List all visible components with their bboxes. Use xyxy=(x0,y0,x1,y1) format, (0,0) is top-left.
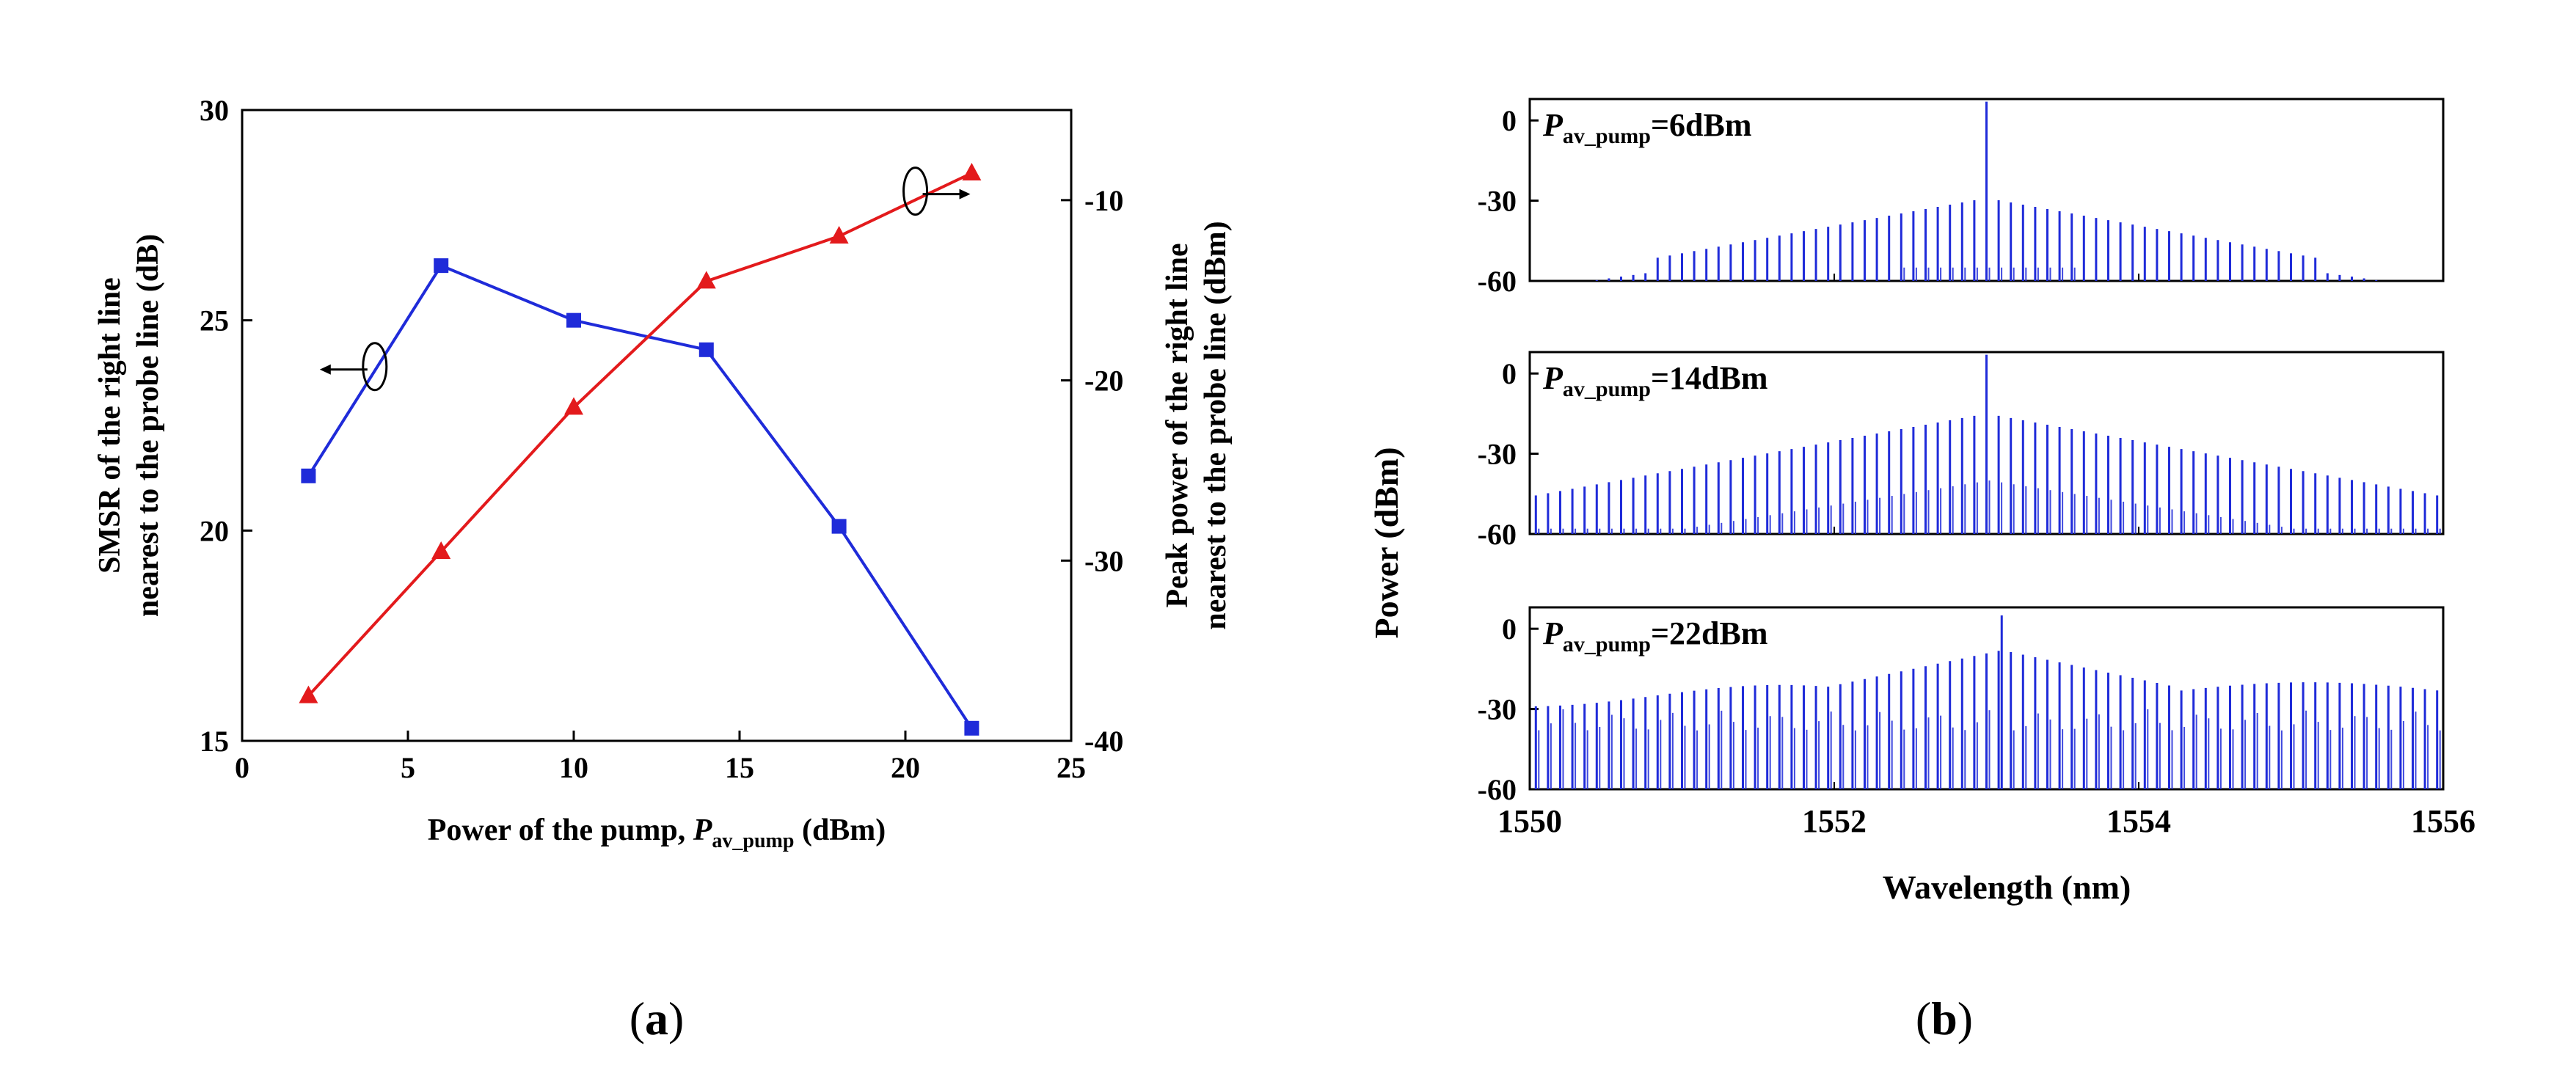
spectrum-y-tick-label: -60 xyxy=(1478,265,1517,298)
annotation-arrow-head-left xyxy=(319,364,331,375)
spectrum-y-tick-label: -60 xyxy=(1478,518,1517,551)
spectrum-secondary-lines xyxy=(1538,480,2441,534)
spectrum-y-tick-label: -30 xyxy=(1478,438,1517,471)
chart-a-x-axis-label: Power of the pump, Pav_pump (dBm) xyxy=(428,813,886,852)
data-point-square xyxy=(434,258,449,274)
chart-a-plot-area xyxy=(241,109,1073,742)
spectrum-subplot-1: 0 -30 -60 Pav_pump=6dBm xyxy=(1478,98,2445,298)
chart-a-y-left-label-line2: nearest to the probe line (dB) xyxy=(131,234,165,617)
data-point-triangle xyxy=(431,541,451,559)
spectrum-comb-lines xyxy=(1534,651,2439,789)
data-point-square xyxy=(566,312,581,328)
spectrum-power-label: Pav_pump=14dBm xyxy=(1542,360,1767,401)
data-point-triangle xyxy=(962,163,982,180)
data-point-triangle xyxy=(829,226,849,244)
spectrum-y-tick-label: -30 xyxy=(1478,693,1517,726)
data-point-triangle xyxy=(299,685,318,703)
chart-a-annotations xyxy=(319,167,971,392)
y-right-tick-label: -40 xyxy=(1084,725,1123,758)
x-tick-label: 0 xyxy=(235,751,249,784)
chart-a-xlabel-sub: av_pump xyxy=(712,830,794,852)
spectrum-y-tick-label: 0 xyxy=(1502,612,1517,645)
chart-a-series xyxy=(299,163,982,736)
data-point-square xyxy=(831,519,847,534)
spectrum-label-italic: P xyxy=(1542,107,1564,143)
spectrum-x-tick-label: 1550 xyxy=(1497,803,1562,839)
spectrum-subplot-3: 0 -30 -60 Pav_pump=22dBm xyxy=(1478,606,2445,806)
panel-label-b-letter: b xyxy=(1931,992,1957,1045)
panel-a-background xyxy=(29,51,1277,880)
chart-b-subplots: 0-30-60Pav_pump=6dBm0-30-60Pav_pump=14dB… xyxy=(1478,98,2445,806)
y-right-tick-label: -30 xyxy=(1084,544,1123,577)
panel-b-background xyxy=(1346,51,2550,932)
spectrum-power-label: Pav_pump=22dBm xyxy=(1542,615,1767,656)
chart-a-xlabel-text: Power of the pump, xyxy=(428,813,693,847)
spectrum-subplot-2: 0 -30 -60 Pav_pump=14dBm xyxy=(1478,351,2445,551)
x-tick-label: 25 xyxy=(1057,751,1086,784)
panel-label-a-letter: a xyxy=(645,992,668,1045)
chart-a-y-right-label-line1: Peak power of the right line xyxy=(1161,243,1194,607)
chart-a-y-ticks-right: -40 -30 -20 -10 xyxy=(1061,184,1123,758)
y-right-tick-label: -10 xyxy=(1084,184,1123,217)
panel-label-a: (a) xyxy=(630,992,685,1045)
spectrum-x-tick-label: 1556 xyxy=(2411,803,2475,839)
x-tick-label: 15 xyxy=(725,751,754,784)
spectrum-x-tick-label: 1554 xyxy=(2106,803,2171,839)
annotation-arrow-head-right xyxy=(959,189,971,200)
spectrum-secondary-lines xyxy=(1903,267,2076,281)
chart-a: 0 5 10 15 20 25 15 20 25 30 -40 -30 -20 -10 Power o… xyxy=(93,94,1233,852)
y-left-tick-label: 15 xyxy=(200,725,229,758)
y-left-tick-label: 30 xyxy=(200,94,229,127)
spectrum-label-rest: =14dBm xyxy=(1651,360,1768,396)
chart-a-xlabel-italic: P xyxy=(693,813,712,847)
series-line-smsr xyxy=(307,263,974,729)
annotation-ellipse xyxy=(902,167,929,216)
panel-label-b: (b) xyxy=(1916,992,1973,1045)
data-point-square xyxy=(698,342,714,357)
spectrum-y-tick-label: -30 xyxy=(1478,185,1517,218)
chart-a-y-right-label-line2: nearest to the probe line (dBm) xyxy=(1199,221,1233,629)
series-line-peak-power xyxy=(307,172,973,697)
chart-b-x-ticks: 1550 1552 1554 1556 xyxy=(1497,803,2475,839)
spectrum-y-tick-label: -60 xyxy=(1478,773,1517,806)
data-point-triangle xyxy=(696,271,716,289)
spectrum-y-tick-label: 0 xyxy=(1502,357,1517,390)
spectrum-y-tick-label: 0 xyxy=(1502,104,1517,137)
data-point-square xyxy=(301,468,316,483)
chart-b-x-axis-label: Wavelength (nm) xyxy=(1883,868,2131,906)
chart-a-y-ticks-left: 15 20 25 30 xyxy=(200,94,252,758)
annotation-ellipse xyxy=(362,342,388,392)
spectrum-label-rest: =6dBm xyxy=(1651,107,1752,143)
x-tick-label: 20 xyxy=(891,751,920,784)
x-tick-label: 5 xyxy=(401,751,415,784)
y-left-tick-label: 25 xyxy=(200,304,229,337)
spectrum-comb-lines xyxy=(1534,413,2439,534)
chart-a-x-ticks: 0 5 10 15 20 25 xyxy=(235,731,1086,784)
chart-b-y-axis-label: Power (dBm) xyxy=(1368,447,1405,638)
spectrum-label-italic: P xyxy=(1542,360,1564,396)
spectrum-label-rest: =22dBm xyxy=(1651,615,1768,651)
spectrum-label-sub: av_pump xyxy=(1563,124,1651,148)
y-left-tick-label: 20 xyxy=(200,514,229,547)
chart-a-y-left-label-line1: SMSR of the right line xyxy=(93,277,127,574)
spectrum-secondary-lines xyxy=(1538,709,2441,789)
x-tick-label: 10 xyxy=(559,751,588,784)
data-point-triangle xyxy=(564,397,583,415)
spectrum-comb-lines xyxy=(1595,197,2378,281)
spectrum-label-italic: P xyxy=(1542,615,1564,651)
y-right-tick-label: -20 xyxy=(1084,365,1123,398)
spectrum-label-sub: av_pump xyxy=(1563,377,1651,401)
chart-a-xlabel-unit: (dBm) xyxy=(794,813,886,847)
data-point-square xyxy=(964,720,979,736)
spectrum-x-tick-label: 1552 xyxy=(1802,803,1867,839)
spectrum-power-label: Pav_pump=6dBm xyxy=(1542,107,1751,148)
spectrum-label-sub: av_pump xyxy=(1563,632,1651,656)
chart-b: 0-30-60Pav_pump=6dBm0-30-60Pav_pump=14dB… xyxy=(1368,98,2475,906)
